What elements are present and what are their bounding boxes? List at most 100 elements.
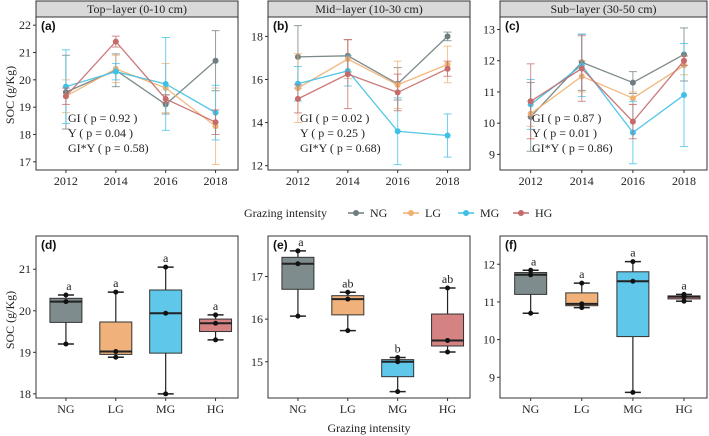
y-tick-label: 16 xyxy=(251,312,263,326)
strip-title: Top−layer (0-10 cm) xyxy=(87,2,187,16)
data-point xyxy=(213,320,219,326)
box-HG: ab xyxy=(431,272,465,355)
data-point xyxy=(295,248,301,254)
data-point xyxy=(681,92,687,99)
y-tick-label: 17 xyxy=(19,155,31,169)
y-tick-label: 9 xyxy=(489,370,495,384)
legend-title: Grazing intensity xyxy=(244,206,327,220)
y-tick-label: 11 xyxy=(483,85,495,99)
plot-frame xyxy=(499,235,708,399)
y-tick-label: 17 xyxy=(251,270,263,284)
data-point xyxy=(630,389,636,395)
plot-frame xyxy=(35,16,239,171)
x-tick-label: LG xyxy=(108,402,124,416)
bottom-x-axis-label: Grazing intensity xyxy=(328,421,411,435)
box-NG: a xyxy=(514,254,548,316)
data-point xyxy=(394,128,401,135)
data-point xyxy=(113,354,119,360)
x-tick-label: 2012 xyxy=(54,174,78,188)
series-line-NG xyxy=(297,35,449,85)
significance-letter: a xyxy=(531,254,537,268)
x-tick-label: HG xyxy=(439,402,457,416)
y-tick-label: 12 xyxy=(483,257,495,271)
legend-marker-MG xyxy=(463,210,469,216)
significance-letter: a xyxy=(579,267,585,281)
panel-e: (e) 15 16 17 NG a LG ab MG b HG ab xyxy=(251,235,471,416)
x-tick-label: MG xyxy=(156,402,176,416)
x-tick-label: MG xyxy=(623,402,643,416)
data-point xyxy=(163,310,169,316)
data-point xyxy=(62,93,69,100)
x-tick-label: 2016 xyxy=(154,174,178,188)
panel-a: Top−layer (0-10 cm) (a) 17 18 19 20 21 22 2012 20… xyxy=(19,0,239,188)
x-tick-label: MG xyxy=(388,402,408,416)
data-point xyxy=(112,38,119,45)
box-HG: a xyxy=(199,299,233,343)
box-MG: a xyxy=(149,251,183,397)
x-tick-label: 2018 xyxy=(204,174,228,188)
data-point xyxy=(578,65,585,72)
series-line-LG xyxy=(530,64,685,115)
panel-tag: (f) xyxy=(505,238,517,252)
panel-tag: (b) xyxy=(273,19,288,33)
series-line-MG xyxy=(65,70,216,114)
y-tick-label: 18 xyxy=(251,29,263,43)
data-point xyxy=(579,280,585,286)
data-point xyxy=(394,89,401,96)
significance-letter: ab xyxy=(342,276,353,290)
legend-marker-NG xyxy=(353,210,359,216)
data-point xyxy=(344,71,351,78)
data-point xyxy=(63,292,69,298)
strip-title: Mid−layer (10-30 cm) xyxy=(315,2,422,16)
data-point xyxy=(528,272,534,278)
data-point xyxy=(63,299,69,305)
data-point xyxy=(295,313,301,319)
data-point xyxy=(163,391,169,397)
significance-letter: a xyxy=(66,279,72,293)
y-tick-label: 14 xyxy=(251,116,263,130)
data-point xyxy=(163,264,169,270)
box-MG: a xyxy=(616,246,650,395)
y-tick-label: 18 xyxy=(19,387,31,401)
significance-letter: b xyxy=(395,342,401,356)
legend-label-LG: LG xyxy=(425,206,441,220)
significance-letter: a xyxy=(298,235,304,249)
y-tick-label: 20 xyxy=(19,73,31,87)
legend-label-HG: HG xyxy=(535,206,553,220)
box-LG: a xyxy=(565,267,599,311)
box-body xyxy=(281,256,315,290)
x-tick-label: NG xyxy=(57,402,75,416)
data-point xyxy=(213,337,219,343)
x-tick-label: 2016 xyxy=(386,174,410,188)
data-point xyxy=(681,291,687,297)
panel-tag: (e) xyxy=(273,238,288,252)
x-tick-label: HG xyxy=(675,402,693,416)
series-line-MG xyxy=(297,70,448,137)
x-tick-label: LG xyxy=(340,402,356,416)
data-point xyxy=(213,312,219,318)
stats-annotation: GI*Y ( p = 0.68) xyxy=(300,141,381,155)
panel-b: Mid−layer (10-30 cm) (b) 12 14 16 18 2012 2014 2… xyxy=(251,0,471,188)
x-tick-label: 2018 xyxy=(436,174,460,188)
panel-tag: (d) xyxy=(41,238,56,252)
data-point xyxy=(395,359,401,365)
series-line-HG xyxy=(65,40,216,123)
stats-annotation: Y ( p = 0.25 ) xyxy=(300,126,365,140)
y-tick-label: 12 xyxy=(251,159,263,173)
data-point xyxy=(681,298,687,304)
significance-letter: ab xyxy=(442,272,453,286)
series-line-LG xyxy=(297,58,448,89)
significance-letter: a xyxy=(681,278,687,292)
series-line-NG xyxy=(530,53,685,118)
x-tick-label: 2018 xyxy=(672,174,696,188)
data-point xyxy=(528,310,534,316)
data-point xyxy=(295,261,301,267)
y-tick-label: 21 xyxy=(19,262,31,276)
box-body xyxy=(149,289,183,354)
data-point xyxy=(395,355,401,360)
data-point xyxy=(113,348,119,354)
series-line-LG xyxy=(65,68,216,127)
data-point xyxy=(629,118,636,125)
